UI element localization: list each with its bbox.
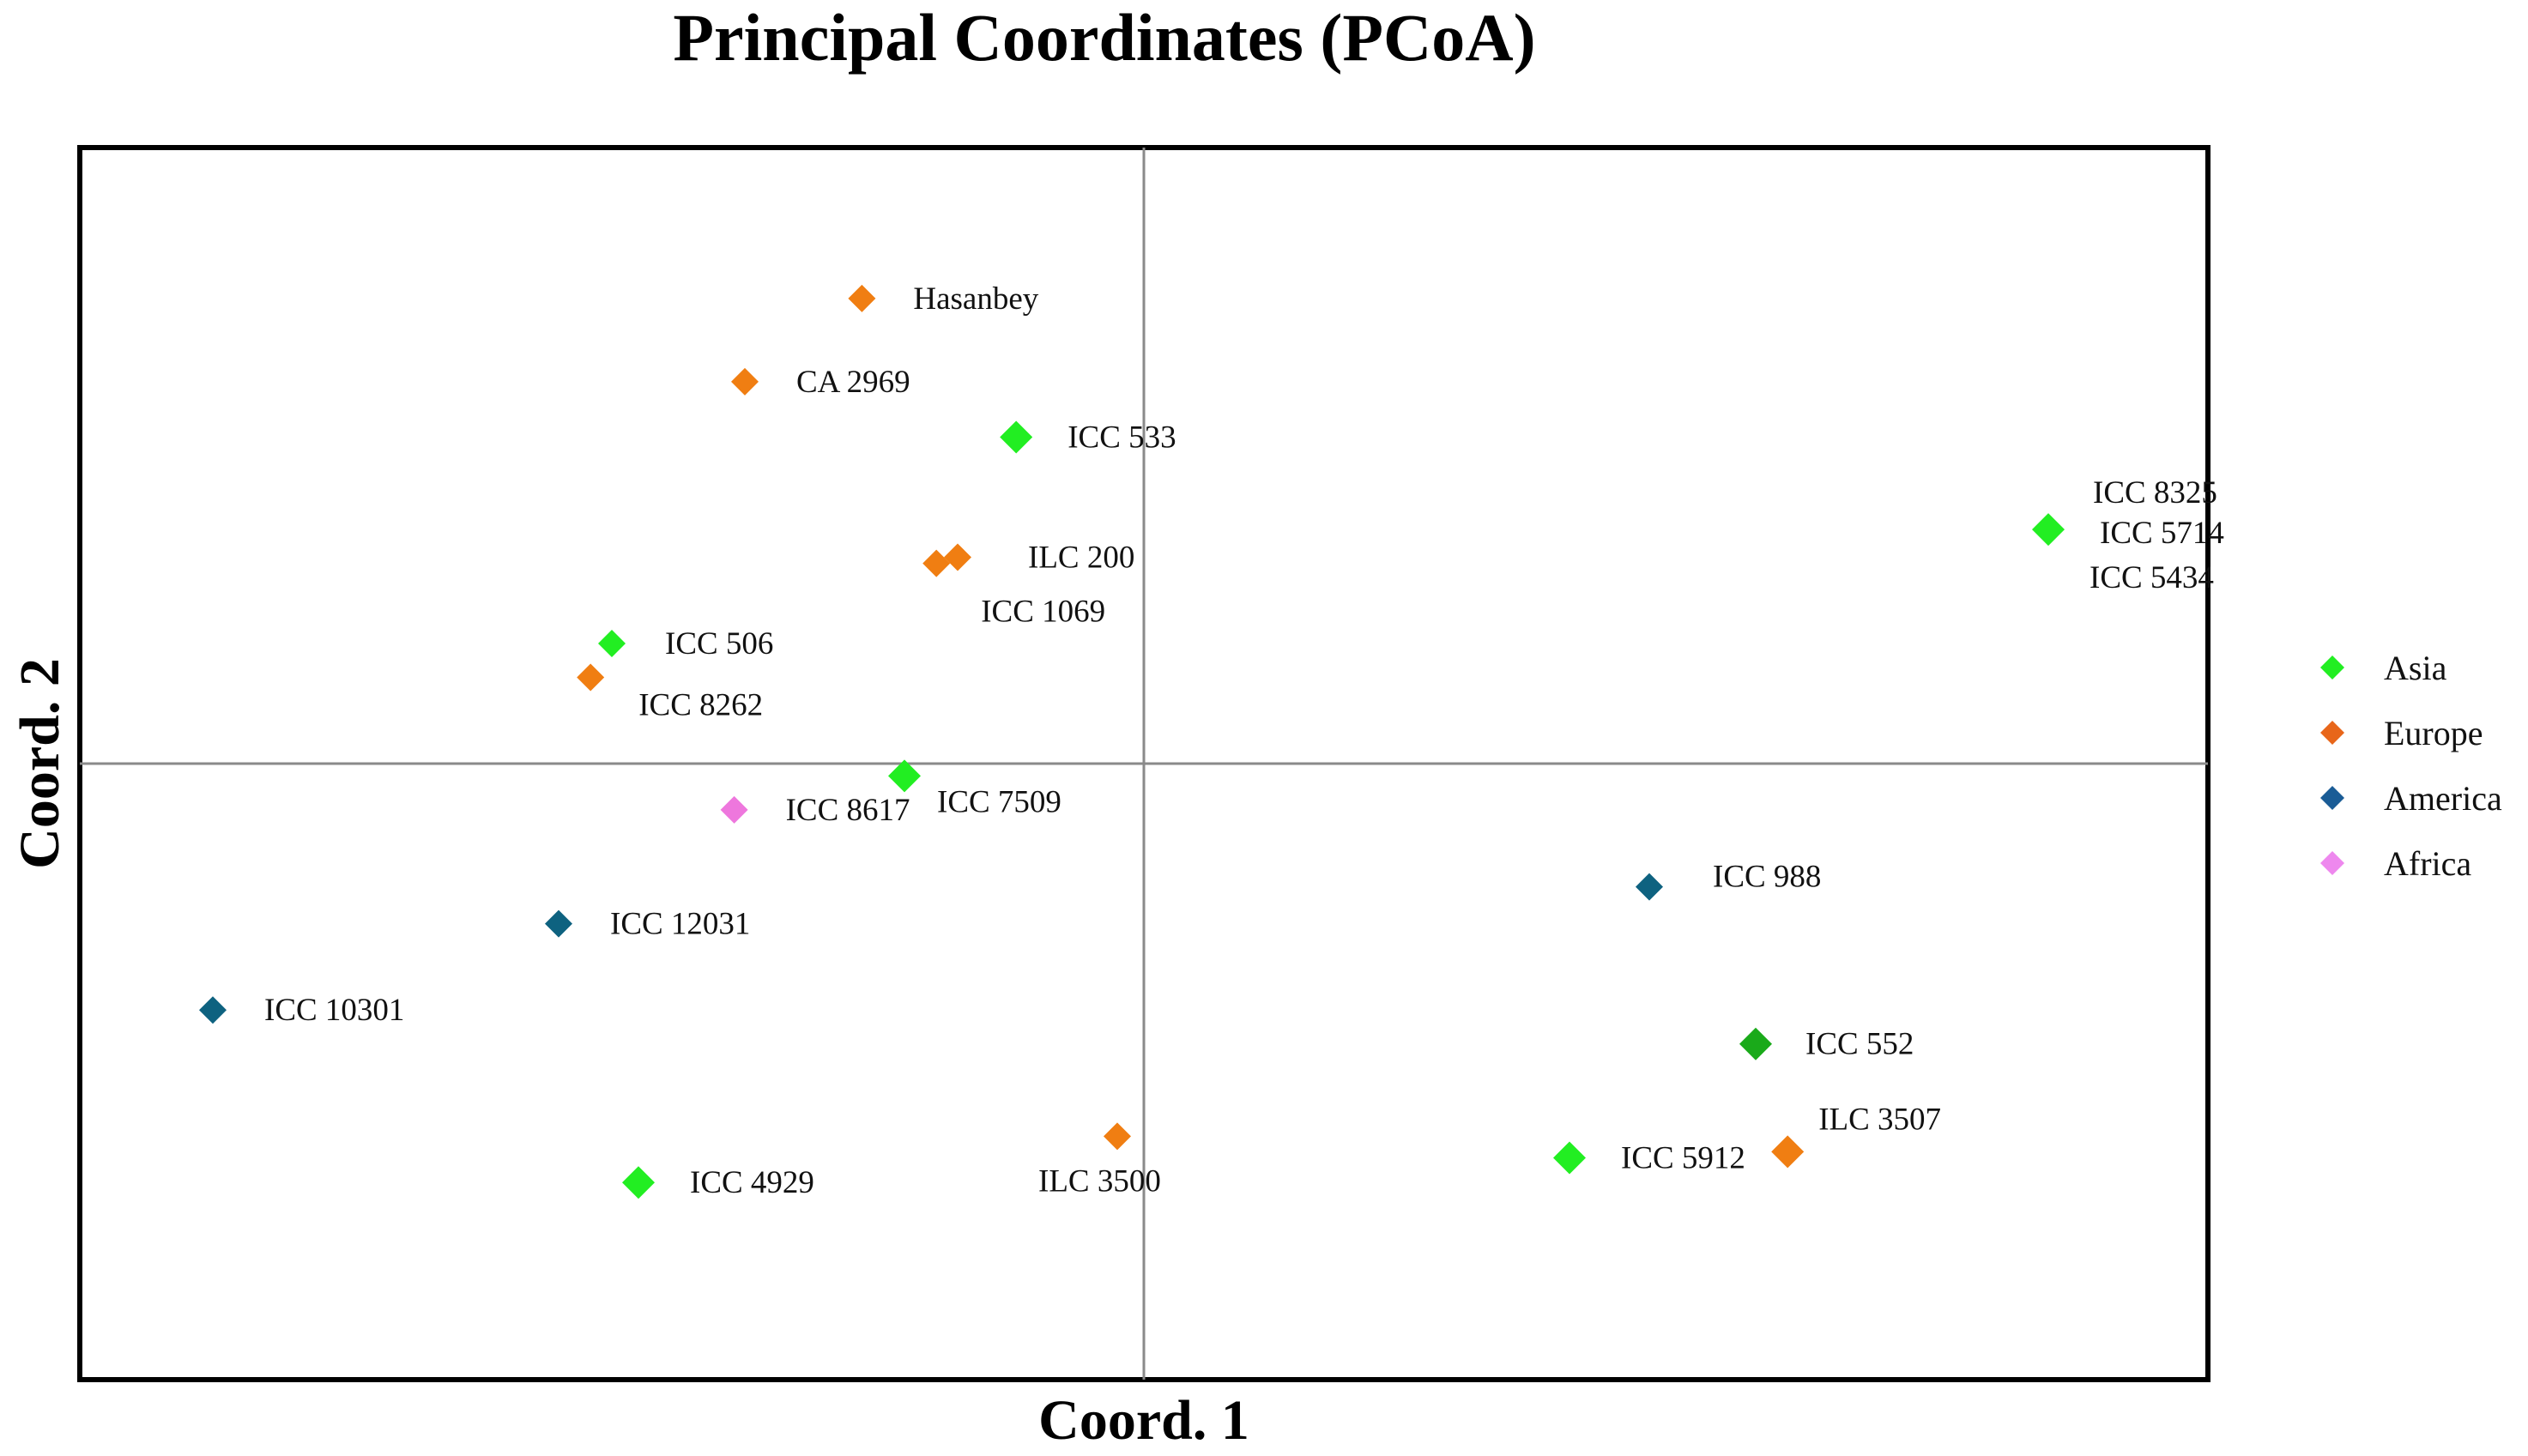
point-icc-12031 — [545, 909, 572, 938]
legend-label-africa: Africa — [2384, 844, 2471, 883]
point-icc-10301 — [199, 996, 227, 1024]
label-icc-506: ICC 506 — [665, 626, 773, 662]
label-icc-1069: ICC 1069 — [981, 595, 1105, 630]
legend-label-america: America — [2384, 779, 2502, 818]
point-icc-8262 — [577, 663, 605, 692]
label-icc-8262: ICC 8262 — [638, 687, 763, 722]
label-ca-2969: CA 2969 — [796, 365, 910, 400]
label-icc-533: ICC 533 — [1067, 420, 1176, 455]
point-icc-552 — [1739, 1027, 1772, 1060]
legend-marker-asia — [2320, 656, 2344, 680]
label-icc-988: ICC 988 — [1713, 860, 1821, 895]
label-icc-552: ICC 552 — [1805, 1027, 1914, 1062]
label-icc-5912: ICC 5912 — [1621, 1141, 1745, 1176]
label-icc-7509: ICC 7509 — [937, 784, 1061, 819]
label-icc-8325: ICC 8325 — [2093, 475, 2217, 511]
point-hasanbey — [848, 284, 876, 312]
legend-marker-africa — [2320, 851, 2344, 875]
point-ilc-3500 — [1104, 1122, 1131, 1151]
point-icc-1069 — [922, 549, 951, 577]
point-icc-533 — [1000, 420, 1033, 454]
label-ilc-200: ILC 200 — [1028, 540, 1134, 575]
label-ilc-3507: ILC 3507 — [1818, 1102, 1941, 1137]
point-icc-7509 — [888, 759, 921, 793]
point-icc-5912 — [1553, 1141, 1586, 1175]
point-ilc-200 — [944, 543, 971, 571]
label-ilc-3500: ILC 3500 — [1038, 1163, 1161, 1199]
point-icc-506 — [598, 629, 626, 657]
data-points — [199, 284, 2065, 1199]
label-icc-12031: ICC 12031 — [610, 907, 750, 942]
label-icc-10301: ICC 10301 — [264, 993, 404, 1028]
legend-marker-america — [2320, 786, 2344, 810]
label-icc-4929: ICC 4929 — [690, 1165, 814, 1200]
legend-label-asia: Asia — [2384, 649, 2447, 687]
chart-title: Principal Coordinates (PCoA) — [673, 0, 1535, 75]
legend-marker-europe — [2320, 721, 2344, 745]
label-hasanbey: Hasanbey — [913, 281, 1038, 317]
point-icc-8617 — [720, 795, 748, 824]
point-labels: ICC 533 ICC 8325 ICC 5714 ICC 5434 ICC 506 IC… — [264, 281, 2224, 1200]
point-icc-8325 — [2032, 513, 2065, 547]
label-icc-5434: ICC 5434 — [2090, 560, 2214, 595]
x-axis-label: Coord. 1 — [1038, 1389, 1249, 1452]
label-icc-5714: ICC 5714 — [2100, 516, 2224, 551]
label-icc-8617: ICC 8617 — [786, 793, 910, 828]
legend: Asia Europe America Africa — [2320, 649, 2502, 883]
point-icc-4929 — [622, 1166, 655, 1199]
point-icc-988 — [1636, 873, 1663, 901]
point-ilc-3507 — [1771, 1135, 1805, 1169]
point-ca-2969 — [731, 367, 759, 396]
legend-label-europe: Europe — [2384, 714, 2483, 752]
y-axis-label: Coord. 2 — [9, 658, 71, 869]
